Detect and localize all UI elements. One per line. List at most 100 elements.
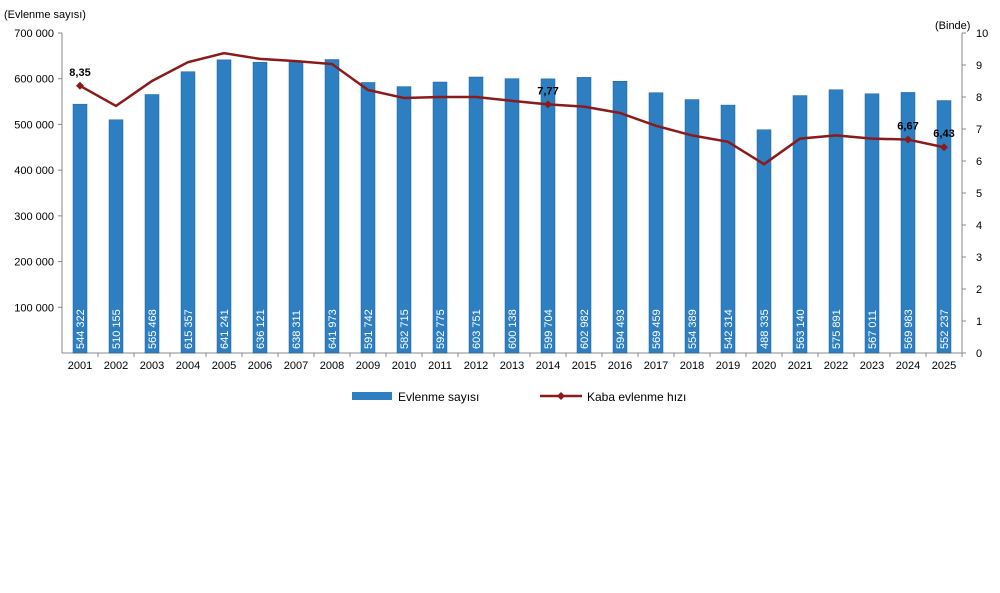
bar-value-label: 638 311 [291, 310, 303, 349]
right-tick-label: 6 [976, 156, 982, 168]
x-tick-label: 2023 [860, 360, 884, 372]
legend-line-marker [557, 392, 565, 400]
rate-line [79, 51, 945, 166]
bar [432, 81, 448, 354]
bar-value-label: 641 973 [327, 309, 339, 349]
left-tick-label: 500 000 [14, 119, 54, 131]
bar [288, 60, 304, 354]
x-tick-label: 2013 [500, 360, 524, 372]
left-tick-label: 700 000 [14, 28, 54, 40]
x-tick-label: 2025 [932, 360, 956, 372]
bar [72, 103, 88, 354]
bar-value-label: 594 493 [615, 309, 627, 349]
bar-value-label: 567 011 [867, 310, 879, 349]
x-tick-label: 2008 [320, 360, 344, 372]
bar [324, 59, 340, 354]
bar [108, 119, 124, 354]
bar [648, 92, 664, 354]
bar-value-label: 554 389 [687, 309, 699, 349]
x-tick-label: 2005 [212, 360, 236, 372]
bar-value-label: 603 751 [471, 309, 483, 349]
left-tick-label: 100 000 [14, 302, 54, 314]
bar [396, 86, 412, 354]
bar [612, 80, 628, 354]
x-tick-label: 2015 [572, 360, 596, 372]
bar-value-label: 488 335 [759, 309, 771, 349]
bar-value-label: 544 322 [75, 309, 87, 349]
line-point-label: 6,43 [933, 128, 954, 140]
x-tick-label: 2022 [824, 360, 848, 372]
x-tick-label: 2016 [608, 360, 632, 372]
line-marker [544, 100, 552, 109]
bar-value-label: 636 121 [255, 309, 267, 349]
x-tick-label: 2024 [896, 360, 920, 372]
line-marker [904, 135, 912, 144]
right-tick-label: 10 [976, 28, 988, 40]
bar-value-label: 542 314 [723, 309, 735, 349]
bar-value-label: 600 138 [507, 309, 519, 349]
bar [144, 94, 160, 354]
line-marker [940, 143, 948, 152]
x-tick-label: 2001 [68, 360, 92, 372]
x-tick-label: 2019 [716, 360, 740, 372]
left-tick-label: 300 000 [14, 211, 54, 223]
x-tick-label: 2010 [392, 360, 416, 372]
right-tick-label: 7 [976, 124, 982, 136]
bar [720, 104, 736, 354]
x-tick-label: 2018 [680, 360, 704, 372]
bar-value-label: 569 983 [903, 309, 915, 349]
x-tick-label: 2006 [248, 360, 272, 372]
bar-value-label: 569 459 [651, 309, 663, 349]
bar-value-label: 582 715 [399, 309, 411, 349]
bar-value-label: 599 704 [543, 309, 555, 349]
right-tick-label: 4 [976, 220, 982, 232]
bar [684, 99, 700, 354]
bar-value-label: 602 982 [579, 309, 591, 349]
right-tick-label: 5 [976, 188, 982, 200]
right-tick-label: 0 [976, 348, 982, 360]
bar-value-label: 592 775 [435, 309, 447, 349]
bar [900, 92, 916, 354]
right-tick-label: 1 [976, 316, 982, 328]
legend-bar-label: Evlenme sayısı [398, 390, 479, 404]
bar [180, 71, 196, 354]
bar-value-label: 615 357 [183, 309, 195, 349]
left-tick-label: 600 000 [14, 74, 54, 86]
bar-value-label: 563 140 [795, 309, 807, 349]
x-tick-label: 2004 [176, 360, 200, 372]
bar [828, 89, 844, 354]
line-point-label: 6,67 [897, 121, 918, 133]
bar [576, 77, 592, 354]
x-tick-label: 2009 [356, 360, 380, 372]
x-tick-label: 2003 [140, 360, 164, 372]
bar [936, 100, 952, 354]
bar [252, 61, 268, 354]
line-marker [76, 81, 84, 90]
legend-bar-swatch [352, 392, 392, 400]
right-tick-label: 9 [976, 60, 982, 72]
left-tick-label: 400 000 [14, 165, 54, 177]
line-point-label: 8,35 [69, 67, 90, 79]
bar [864, 93, 880, 354]
x-tick-label: 2017 [644, 360, 668, 372]
bar-value-label: 591 742 [363, 309, 375, 349]
left-axis-label: (Evlenme sayısı) [4, 9, 86, 21]
bar-value-label: 575 891 [831, 309, 843, 349]
bar [792, 95, 808, 354]
x-tick-label: 2020 [752, 360, 776, 372]
line-point-label: 7,77 [537, 85, 558, 97]
legend-line-label: Kaba evlenme hızı [587, 390, 686, 404]
x-tick-label: 2011 [428, 360, 452, 372]
right-tick-label: 3 [976, 252, 982, 264]
bar [504, 78, 520, 354]
bar [360, 82, 376, 354]
bar-value-label: 552 237 [939, 309, 951, 349]
left-tick-label: 200 000 [14, 257, 54, 269]
x-tick-label: 2014 [536, 360, 560, 372]
right-tick-label: 2 [976, 284, 982, 296]
bar [540, 78, 556, 354]
x-tick-label: 2021 [788, 360, 812, 372]
bar [216, 59, 232, 354]
bar [756, 129, 772, 354]
